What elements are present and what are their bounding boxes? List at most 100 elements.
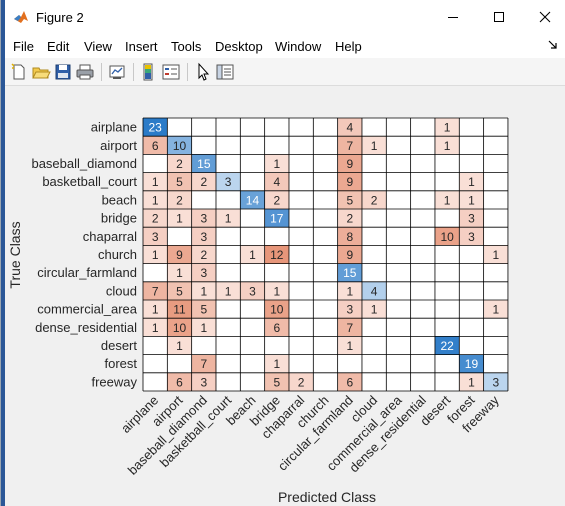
menu-window[interactable]: Window — [275, 39, 322, 54]
row-tick-label: circular_farmland — [37, 265, 137, 280]
menu-help[interactable]: Help — [335, 39, 362, 54]
dock-arrow-icon[interactable] — [548, 40, 558, 50]
link-plot-icon[interactable] — [107, 62, 127, 82]
diagonal-cell — [240, 190, 265, 209]
confusion-matrix-chart[interactable]: 23 4 16 10 7 1 12 15 1 91 5 2 3 4 9 11 2 14 2 5 2 1 12 1 3 1 17 2 33… — [5, 86, 565, 506]
open-file-icon[interactable] — [31, 62, 51, 82]
menu-file[interactable]: File — [13, 39, 34, 54]
off-diagonal-cell — [143, 318, 168, 337]
off-diagonal-cell — [264, 354, 289, 373]
off-diagonal-cell — [459, 372, 484, 391]
off-diagonal-cell — [483, 245, 508, 264]
cell-value: 1 — [249, 248, 256, 262]
menu-tools[interactable]: Tools — [171, 39, 202, 54]
cell-value: 2 — [298, 375, 305, 389]
cell-value: 10 — [173, 321, 187, 335]
toolbar-separator — [187, 63, 188, 81]
cell-value: 3 — [200, 375, 207, 389]
cell-value: 5 — [273, 375, 280, 389]
off-diagonal-cell — [434, 118, 460, 137]
matlab-icon — [14, 11, 28, 23]
cell-value: 7 — [346, 139, 353, 153]
menu-edit[interactable]: Edit — [47, 39, 70, 54]
off-diagonal-cell — [191, 245, 216, 264]
cell-value: 6 — [176, 375, 183, 389]
off-diagonal-cell — [337, 281, 362, 300]
row-tick-label: beach — [102, 192, 137, 207]
cell-value: 22 — [440, 339, 454, 353]
cell-value: 3 — [468, 230, 475, 244]
title-bar[interactable]: Figure 2 — [5, 0, 565, 34]
cell-value: 1 — [225, 284, 232, 298]
diagonal-cell — [459, 354, 484, 373]
cell-value: 1 — [371, 303, 378, 317]
cell-value: 2 — [176, 193, 183, 207]
maximize-icon — [494, 12, 504, 22]
off-diagonal-cell — [143, 300, 168, 319]
close-button[interactable] — [522, 0, 565, 34]
cell-value: 2 — [200, 175, 207, 189]
menu-view[interactable]: View — [84, 39, 112, 54]
cell-value: 6 — [273, 321, 280, 335]
cell-value: 1 — [225, 212, 232, 226]
cell-value: 1 — [444, 193, 451, 207]
row-tick-label: bridge — [101, 211, 137, 226]
row-tick-label: commercial_area — [37, 302, 137, 317]
off-diagonal-cell — [288, 372, 314, 391]
off-diagonal-cell — [337, 154, 362, 173]
insert-legend-icon[interactable] — [161, 62, 181, 82]
row-tick-label: basketball_court — [42, 174, 137, 189]
y-axis-label: True Class — [7, 221, 23, 288]
off-diagonal-cell — [459, 172, 484, 191]
cell-value: 17 — [270, 212, 284, 226]
cell-value: 1 — [152, 175, 159, 189]
print-icon[interactable] — [75, 62, 95, 82]
cell-value: 1 — [176, 266, 183, 280]
maximize-button[interactable] — [476, 0, 522, 34]
off-diagonal-cell — [191, 172, 216, 191]
cell-value: 3 — [492, 375, 499, 389]
save-icon[interactable] — [53, 62, 73, 82]
off-diagonal-cell — [264, 281, 289, 300]
toolbar-separator — [133, 63, 134, 81]
off-diagonal-cell — [215, 281, 241, 300]
off-diagonal-cell — [337, 336, 362, 355]
off-diagonal-cell — [264, 318, 289, 337]
off-diagonal-cell — [167, 172, 192, 191]
minimize-icon — [448, 17, 458, 18]
cell-value: 1 — [444, 121, 451, 135]
off-diagonal-cell — [191, 372, 216, 391]
x-axis-label: Predicted Class — [278, 489, 376, 505]
off-diagonal-cell — [337, 209, 362, 228]
menu-insert[interactable]: Insert — [125, 39, 158, 54]
off-diagonal-cell — [167, 372, 192, 391]
off-diagonal-cell — [143, 281, 168, 300]
new-figure-icon[interactable] — [9, 62, 29, 82]
off-diagonal-cell — [337, 372, 362, 391]
menu-desktop[interactable]: Desktop — [215, 39, 263, 54]
off-diagonal-cell — [191, 318, 216, 337]
menu-bar: File Edit View Insert Tools Desktop Wind… — [5, 34, 565, 58]
off-diagonal-cell — [459, 209, 484, 228]
row-tick-label: cloud — [106, 283, 137, 298]
off-diagonal-cell — [240, 245, 265, 264]
cell-value: 23 — [148, 121, 162, 135]
minimize-button[interactable] — [430, 0, 476, 34]
off-diagonal-cell — [167, 263, 192, 282]
off-diagonal-cell — [361, 300, 387, 319]
off-diagonal-cell — [337, 172, 362, 191]
off-diagonal-cell — [167, 300, 192, 319]
off-diagonal-cell — [143, 190, 168, 209]
off-diagonal-cell — [483, 300, 508, 319]
cell-value: 1 — [468, 193, 475, 207]
insert-colorbar-icon[interactable] — [139, 62, 159, 82]
off-diagonal-cell — [191, 263, 216, 282]
cell-value: 9 — [346, 248, 353, 262]
cell-value: 6 — [152, 139, 159, 153]
figure-toolbar — [5, 58, 565, 86]
pointer-icon[interactable] — [193, 62, 213, 82]
property-inspector-icon[interactable] — [215, 62, 235, 82]
off-diagonal-cell — [191, 209, 216, 228]
row-tick-label: baseball_diamond — [31, 156, 137, 171]
